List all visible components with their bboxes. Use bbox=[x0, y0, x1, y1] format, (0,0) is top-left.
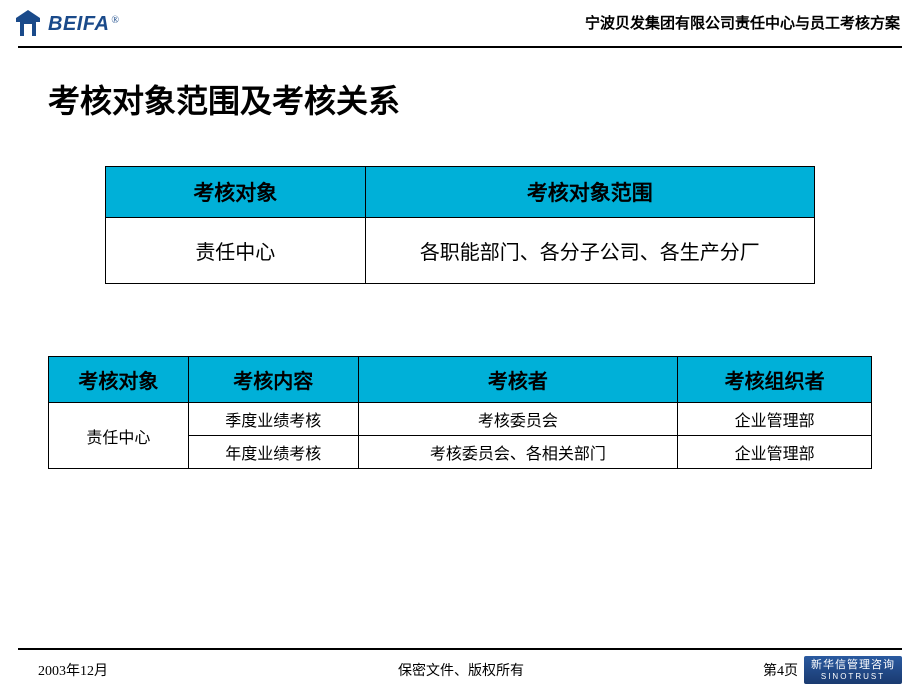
table-cell: 各职能部门、各分子公司、各生产分厂 bbox=[365, 218, 814, 284]
footer-confidential: 保密文件、版权所有 bbox=[358, 660, 724, 680]
consultant-logo: 新华信管理咨询 SINOTRUST bbox=[804, 656, 902, 684]
table-row: 责任中心 各职能部门、各分子公司、各生产分厂 bbox=[106, 218, 815, 284]
table-header-cell: 考核对象范围 bbox=[365, 167, 814, 218]
table-cell: 企业管理部 bbox=[678, 436, 872, 469]
table-header-cell: 考核对象 bbox=[106, 167, 366, 218]
table-header-row: 考核对象 考核对象范围 bbox=[106, 167, 815, 218]
table-header-cell: 考核组织者 bbox=[678, 357, 872, 403]
table-cell: 考核委员会 bbox=[358, 403, 678, 436]
brand-name: BEIFA® bbox=[48, 13, 119, 36]
slide-footer: 2003年12月 保密文件、版权所有 第4页 新华信管理咨询 SINOTRUST bbox=[0, 648, 920, 690]
table-cell: 企业管理部 bbox=[678, 403, 872, 436]
table-cell: 季度业绩考核 bbox=[188, 403, 358, 436]
relation-table: 考核对象 考核内容 考核者 考核组织者 责任中心 季度业绩考核 考核委员会 企业… bbox=[48, 356, 872, 469]
beifa-logo-icon bbox=[12, 8, 44, 40]
table-header-cell: 考核者 bbox=[358, 357, 678, 403]
document-title: 宁波贝发集团有限公司责任中心与员工考核方案 bbox=[585, 12, 900, 33]
table-header-cell: 考核对象 bbox=[49, 357, 189, 403]
table-header-cell: 考核内容 bbox=[188, 357, 358, 403]
scope-table: 考核对象 考核对象范围 责任中心 各职能部门、各分子公司、各生产分厂 bbox=[105, 166, 815, 284]
table-cell: 年度业绩考核 bbox=[188, 436, 358, 469]
table-cell: 责任中心 bbox=[106, 218, 366, 284]
slide-title: 考核对象范围及考核关系 bbox=[0, 48, 920, 122]
footer-divider bbox=[18, 648, 902, 650]
table-header-row: 考核对象 考核内容 考核者 考核组织者 bbox=[49, 357, 872, 403]
footer-date: 2003年12月 bbox=[38, 660, 358, 680]
table-cell-subject: 责任中心 bbox=[49, 403, 189, 469]
footer-content: 2003年12月 保密文件、版权所有 第4页 新华信管理咨询 SINOTRUST bbox=[0, 656, 920, 690]
brand-logo-area: BEIFA® bbox=[12, 8, 119, 40]
consultant-name-cn: 新华信管理咨询 bbox=[811, 659, 895, 672]
consultant-name-en: SINOTRUST bbox=[821, 672, 885, 682]
footer-page-number: 第4页 bbox=[724, 660, 804, 680]
table-row: 责任中心 季度业绩考核 考核委员会 企业管理部 bbox=[49, 403, 872, 436]
table-cell: 考核委员会、各相关部门 bbox=[358, 436, 678, 469]
slide-header: BEIFA® 宁波贝发集团有限公司责任中心与员工考核方案 bbox=[0, 0, 920, 46]
